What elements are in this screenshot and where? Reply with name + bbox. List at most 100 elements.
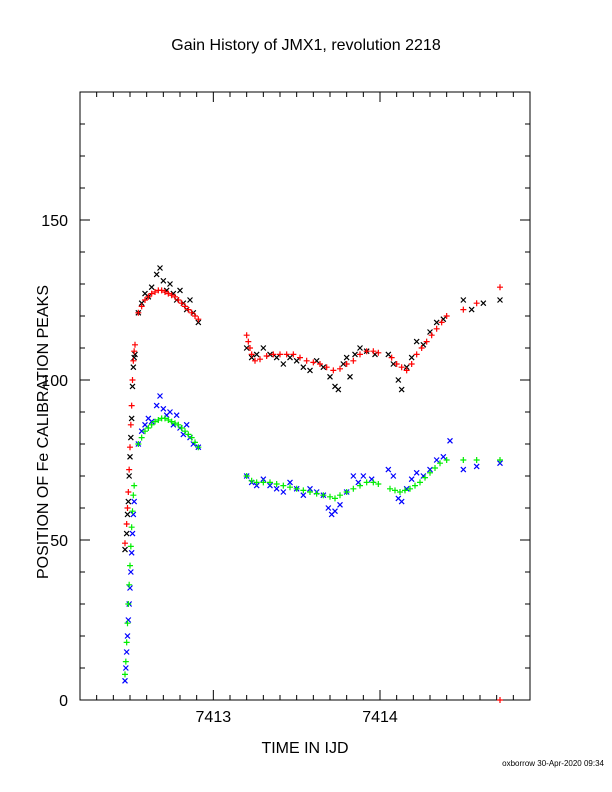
data-point [123,649,130,655]
data-point [337,365,343,372]
data-point [157,265,163,271]
data-point [447,437,453,444]
data-point [287,479,293,486]
data-point [418,345,425,351]
data-point [132,351,138,358]
data-point [182,303,188,310]
data-point [127,543,134,550]
data-point [253,479,260,486]
data-point [167,409,173,415]
data-point [129,530,136,537]
data-point [130,511,137,518]
data-point [360,473,367,479]
data-point [124,620,131,627]
data-point [407,485,413,492]
data-point [192,313,198,319]
data-point [127,434,134,441]
data-point [390,361,397,367]
data-point [122,540,128,547]
data-point [417,479,423,486]
data-point [307,367,313,374]
data-point [300,492,307,499]
data-point [375,349,382,356]
data-point [427,466,433,473]
data-point [248,351,255,358]
data-point [192,439,198,446]
data-point [313,490,320,497]
data-point [243,332,250,339]
data-point [427,469,433,476]
data-point [307,485,313,492]
data-point [273,485,280,492]
data-point [123,530,130,537]
data-point [460,466,467,473]
data-point [131,482,138,489]
data-point [173,412,180,419]
footer-credit: oxborrow 30-Apr-2020 09:34 [502,759,604,768]
data-point [357,482,363,489]
x-axis-label: TIME IN IJD [261,740,349,757]
data-point [392,487,398,494]
data-point [350,485,357,492]
data-point [303,357,310,364]
data-point [129,377,136,383]
data-point [122,665,129,671]
data-point [363,479,370,486]
data-point [128,549,135,556]
chart-title: Gain History of JMX1, revolution 2218 [171,37,441,54]
data-point [127,444,133,451]
data-point [148,421,155,428]
data-point [130,492,137,499]
data-point [327,493,333,500]
data-point [153,402,160,409]
data-point [307,489,313,495]
data-point [320,492,327,499]
data-point [473,457,480,463]
data-point [443,313,450,319]
data-point [347,373,353,380]
data-point [403,367,410,374]
data-point [152,418,158,425]
data-point [128,524,135,531]
data-point [277,351,283,358]
data-point [385,351,392,358]
data-point [350,357,357,364]
y-tick-label: 50 [50,533,68,550]
data-point [280,482,287,489]
data-point [124,505,131,511]
data-point [387,485,393,492]
data-point [408,361,415,367]
data-point [243,473,250,479]
data-point [330,367,337,374]
data-point [172,293,178,300]
data-point [253,482,260,489]
data-point [393,361,400,367]
data-point [138,434,145,441]
data-point [440,453,447,460]
data-point [267,479,273,486]
data-point [195,444,202,451]
data-point [343,354,350,361]
data-point [398,386,405,393]
data-point [280,489,287,495]
data-point [148,290,155,297]
data-point [185,306,192,313]
data-point [153,271,160,278]
data-point [177,287,183,294]
data-point [175,297,182,303]
data-point [123,639,130,646]
data-point [270,351,277,358]
y-tick-label: 100 [41,373,68,390]
data-point [385,466,392,473]
data-point [125,617,132,623]
data-point [325,505,332,511]
data-point [127,453,133,460]
data-point [257,356,263,363]
data-point [127,421,134,428]
y-axis-label: POSITION OF Fe CALIBRATION PEAKS [35,285,52,579]
data-point [168,418,175,425]
data-point [433,325,440,332]
data-point [413,338,420,345]
data-point [182,428,188,435]
data-point [168,292,175,299]
